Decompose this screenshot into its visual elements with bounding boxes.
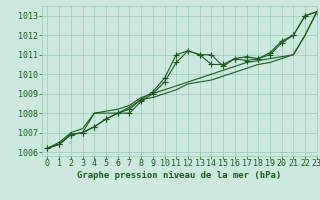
X-axis label: Graphe pression niveau de la mer (hPa): Graphe pression niveau de la mer (hPa) <box>77 171 281 180</box>
